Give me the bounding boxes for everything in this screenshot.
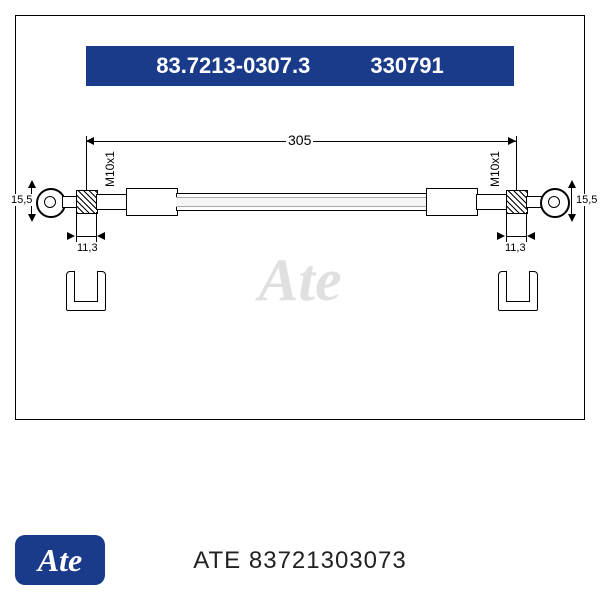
dim-hex-r1	[506, 212, 507, 242]
banjo-right-hole	[548, 196, 560, 208]
dim-hex-r-line	[506, 236, 526, 237]
diagram-frame: 83.7213-0307.3 330791 Ate 15,5	[15, 15, 585, 420]
dim-hex-l1	[76, 212, 77, 242]
right-hex	[506, 190, 528, 214]
diagram-area: 15,5 15,5 305 M10x1 M10x1	[31, 116, 569, 316]
right-crimp	[426, 188, 478, 216]
part-number: 83.7213-0307.3	[156, 53, 310, 79]
brand-logo-text: Ate	[38, 542, 82, 579]
left-hex	[76, 190, 98, 214]
header-bar: 83.7213-0307.3 330791	[86, 46, 514, 86]
code-prefix: ATE	[193, 547, 241, 574]
clip-right-inner	[506, 271, 530, 302]
left-thread-body	[96, 194, 128, 210]
dim-right-eye-label: 15,5	[574, 194, 599, 206]
dim-len-ext-r	[516, 136, 517, 190]
dim-length-label: 305	[286, 132, 313, 148]
dim-left-eye-label: 15,5	[9, 194, 34, 206]
code-number: 83721303073	[249, 547, 407, 574]
dim-hex-right-label: 11,3	[503, 242, 528, 254]
brand-logo: Ate	[15, 535, 105, 585]
clip-left-inner	[74, 271, 98, 302]
dim-hex-l-line	[76, 236, 96, 237]
left-crimp	[126, 188, 178, 216]
bottom-code: ATE 83721303073	[193, 547, 406, 575]
right-thread-body	[476, 194, 508, 210]
thread-left-label: M10x1	[101, 151, 119, 187]
dim-hex-left-label: 11,3	[75, 242, 100, 254]
banjo-left-hole	[44, 196, 56, 208]
hose-inner	[176, 197, 426, 207]
thread-right-label: M10x1	[486, 151, 504, 187]
dim-right-eye-v	[571, 186, 572, 216]
ref-number: 330791	[370, 53, 443, 79]
